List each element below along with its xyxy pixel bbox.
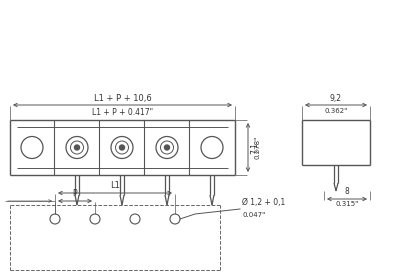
Text: 0.362": 0.362" [324,108,348,113]
Text: L1 + P + 0.417": L1 + P + 0.417" [92,108,153,116]
Text: 9,2: 9,2 [330,94,342,102]
Circle shape [74,145,80,150]
Text: Ø 1,2 + 0,1: Ø 1,2 + 0,1 [242,198,285,207]
Text: 8: 8 [345,188,349,197]
Text: L1: L1 [110,181,120,190]
Circle shape [120,145,124,150]
Text: 7,1: 7,1 [250,141,259,153]
Text: 0.315": 0.315" [335,202,359,207]
Text: 0.047": 0.047" [242,212,265,218]
Circle shape [164,145,170,150]
Text: L1 + P + 10,6: L1 + P + 10,6 [94,94,151,102]
Text: 0.278": 0.278" [255,136,261,159]
Text: P: P [73,190,77,199]
